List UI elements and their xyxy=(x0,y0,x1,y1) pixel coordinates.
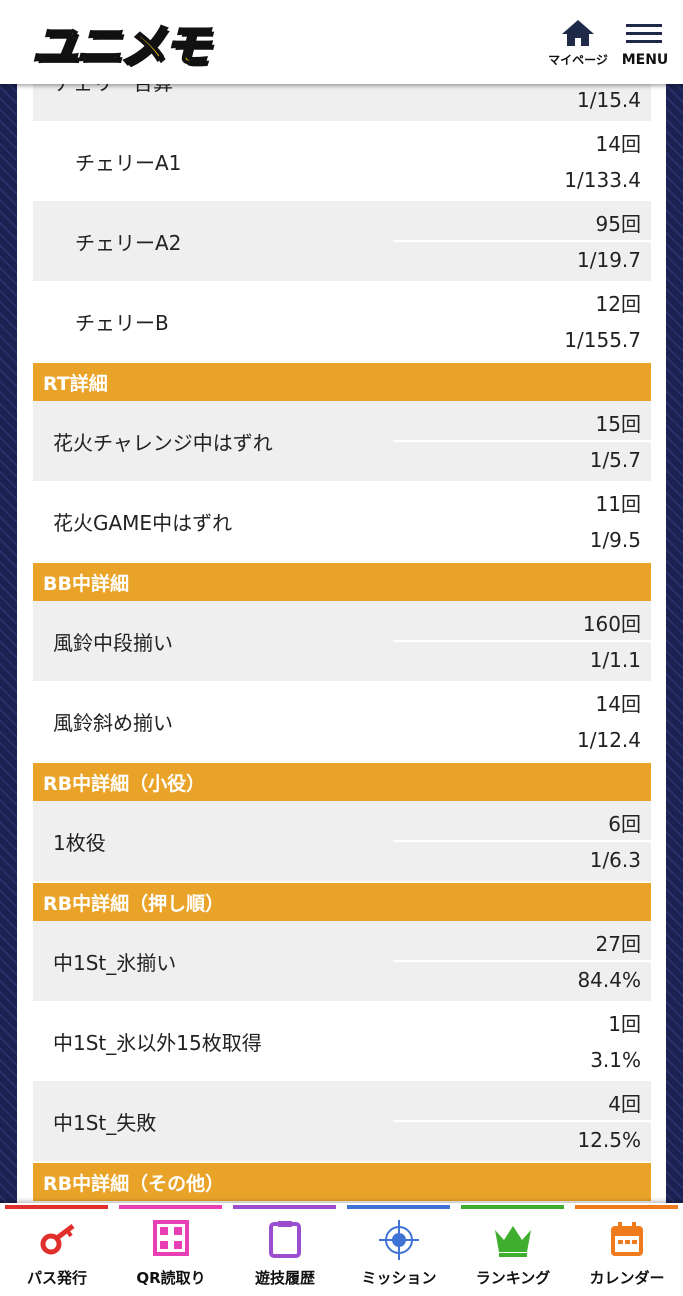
stat-row: 中1St_氷以外15枚取得 1回 3.1% xyxy=(33,1001,651,1081)
stat-rate: 1/6.3 xyxy=(589,848,641,872)
nav-label[interactable]: ランキング xyxy=(475,1269,551,1287)
section-heading: RB中詳細（押し順） xyxy=(33,883,651,921)
stat-label: チェリーA1 xyxy=(75,150,182,175)
mypage-label[interactable]: マイページ xyxy=(548,53,608,67)
section-heading: RB中詳細（その他） xyxy=(33,1163,651,1201)
stat-count: 12回 xyxy=(595,292,641,316)
nav-accent xyxy=(5,1205,108,1209)
stat-label: 花火GAME中はずれ xyxy=(53,510,233,535)
nav-icon-graphic xyxy=(269,1221,301,1258)
nav-accent xyxy=(233,1205,336,1209)
stat-rate: 84.4% xyxy=(577,968,641,992)
stat-rate: 1/9.5 xyxy=(589,528,641,552)
row-divider xyxy=(393,320,651,322)
stat-count: 1回 xyxy=(608,1012,641,1036)
stat-rate: 12.5% xyxy=(577,1128,641,1152)
nav-icon[interactable] xyxy=(265,1220,305,1260)
stat-rate: 1/133.4 xyxy=(564,168,641,192)
nav-icon-graphic xyxy=(40,1224,75,1255)
stat-count: 160回 xyxy=(582,612,641,636)
stat-row: 中1St_氷揃い 27回 84.4% xyxy=(33,921,651,1001)
section-heading: RT詳細 xyxy=(33,363,651,401)
nav-accent xyxy=(461,1205,564,1209)
row-divider xyxy=(393,440,651,442)
stat-label: 1枚役 xyxy=(53,830,106,855)
stat-rate: 3.1% xyxy=(590,1048,641,1072)
row-divider xyxy=(393,840,651,842)
nav-accent xyxy=(575,1205,678,1209)
stat-row: 花火GAME中はずれ 11回 1/9.5 xyxy=(33,481,651,561)
menu-label[interactable]: MENU xyxy=(621,52,669,68)
nav-label[interactable]: QR読取り xyxy=(136,1269,206,1287)
stat-row: チェリーA1 14回 1/133.4 xyxy=(33,121,651,201)
nav-label[interactable]: パス発行 xyxy=(26,1269,87,1287)
nav-icon[interactable] xyxy=(493,1220,533,1260)
logo[interactable]: ユニメモ xyxy=(31,18,212,75)
stat-label: チェリーB xyxy=(75,310,169,335)
stat-rate: 1/1.1 xyxy=(589,648,641,672)
section-heading: RB中詳細（小役） xyxy=(33,763,651,801)
nav-icon[interactable] xyxy=(607,1220,647,1260)
stat-row: 中1St_失敗 4回 12.5% xyxy=(33,1081,651,1161)
stat-count: 27回 xyxy=(595,932,641,956)
nav-icon-graphic xyxy=(611,1222,643,1256)
stat-label: 花火チャレンジ中はずれ xyxy=(53,430,273,455)
stat-rate: 1/19.7 xyxy=(577,248,641,272)
stat-label: 中1St_氷以外15枚取得 xyxy=(53,1030,262,1055)
row-divider xyxy=(393,720,651,722)
stat-count: 6回 xyxy=(608,812,641,836)
stat-row: 風鈴中段揃い 160回 1/1.1 xyxy=(33,601,651,681)
nav-label[interactable]: ミッション xyxy=(361,1269,437,1287)
row-divider xyxy=(393,1040,651,1042)
nav-accent xyxy=(119,1205,222,1209)
row-divider xyxy=(393,240,651,242)
bottom-nav: パス発行 QR読取り 遊技履歴 ミッション ランキング カレンダー xyxy=(0,1203,683,1296)
stat-count: 95回 xyxy=(595,212,641,236)
section-heading: BB中詳細 xyxy=(33,563,651,601)
nav-label[interactable]: 遊技履歴 xyxy=(254,1269,315,1287)
row-divider xyxy=(393,960,651,962)
stat-label: チェリーA2 xyxy=(75,230,182,255)
row-divider xyxy=(393,520,651,522)
nav-icon-graphic xyxy=(379,1220,419,1260)
stat-rate: 1/12.4 xyxy=(577,728,641,752)
menu-icon[interactable] xyxy=(626,22,664,46)
stat-label: 中1St_氷揃い xyxy=(53,950,177,975)
stat-rate: 1/5.7 xyxy=(589,448,641,472)
stat-label: 中1St_失敗 xyxy=(53,1110,157,1135)
stat-row: チェリーB 12回 1/155.7 xyxy=(33,281,651,361)
row-divider xyxy=(393,1120,651,1122)
nav-icon-graphic xyxy=(495,1226,531,1257)
row-divider xyxy=(393,640,651,642)
stat-count: 15回 xyxy=(595,412,641,436)
nav-icon[interactable] xyxy=(379,1220,419,1260)
stat-count: 4回 xyxy=(608,1092,641,1116)
row-divider xyxy=(393,160,651,162)
header: ユニメモ マイページ MENU xyxy=(0,0,683,84)
nav-icon[interactable] xyxy=(151,1220,191,1260)
stat-label: 風鈴中段揃い xyxy=(53,630,173,655)
stat-count: 14回 xyxy=(595,132,641,156)
nav-icon-graphic xyxy=(153,1220,189,1256)
stat-label: 風鈴斜め揃い xyxy=(53,710,173,735)
stat-rate: 1/155.7 xyxy=(564,328,641,352)
stat-count: 11回 xyxy=(595,492,641,516)
stat-row: 1枚役 6回 1/6.3 xyxy=(33,801,651,881)
stat-row: 風鈴斜め揃い 14回 1/12.4 xyxy=(33,681,651,761)
stat-count: 14回 xyxy=(595,692,641,716)
nav-label[interactable]: カレンダー xyxy=(589,1269,665,1287)
nav-icon[interactable] xyxy=(37,1220,77,1260)
home-icon[interactable] xyxy=(560,18,596,48)
stat-row: チェリーA2 95回 1/19.7 xyxy=(33,201,651,281)
stat-rate: 1/15.4 xyxy=(577,88,641,112)
nav-accent xyxy=(347,1205,450,1209)
stat-row: 花火チャレンジ中はずれ 15回 1/5.7 xyxy=(33,401,651,481)
